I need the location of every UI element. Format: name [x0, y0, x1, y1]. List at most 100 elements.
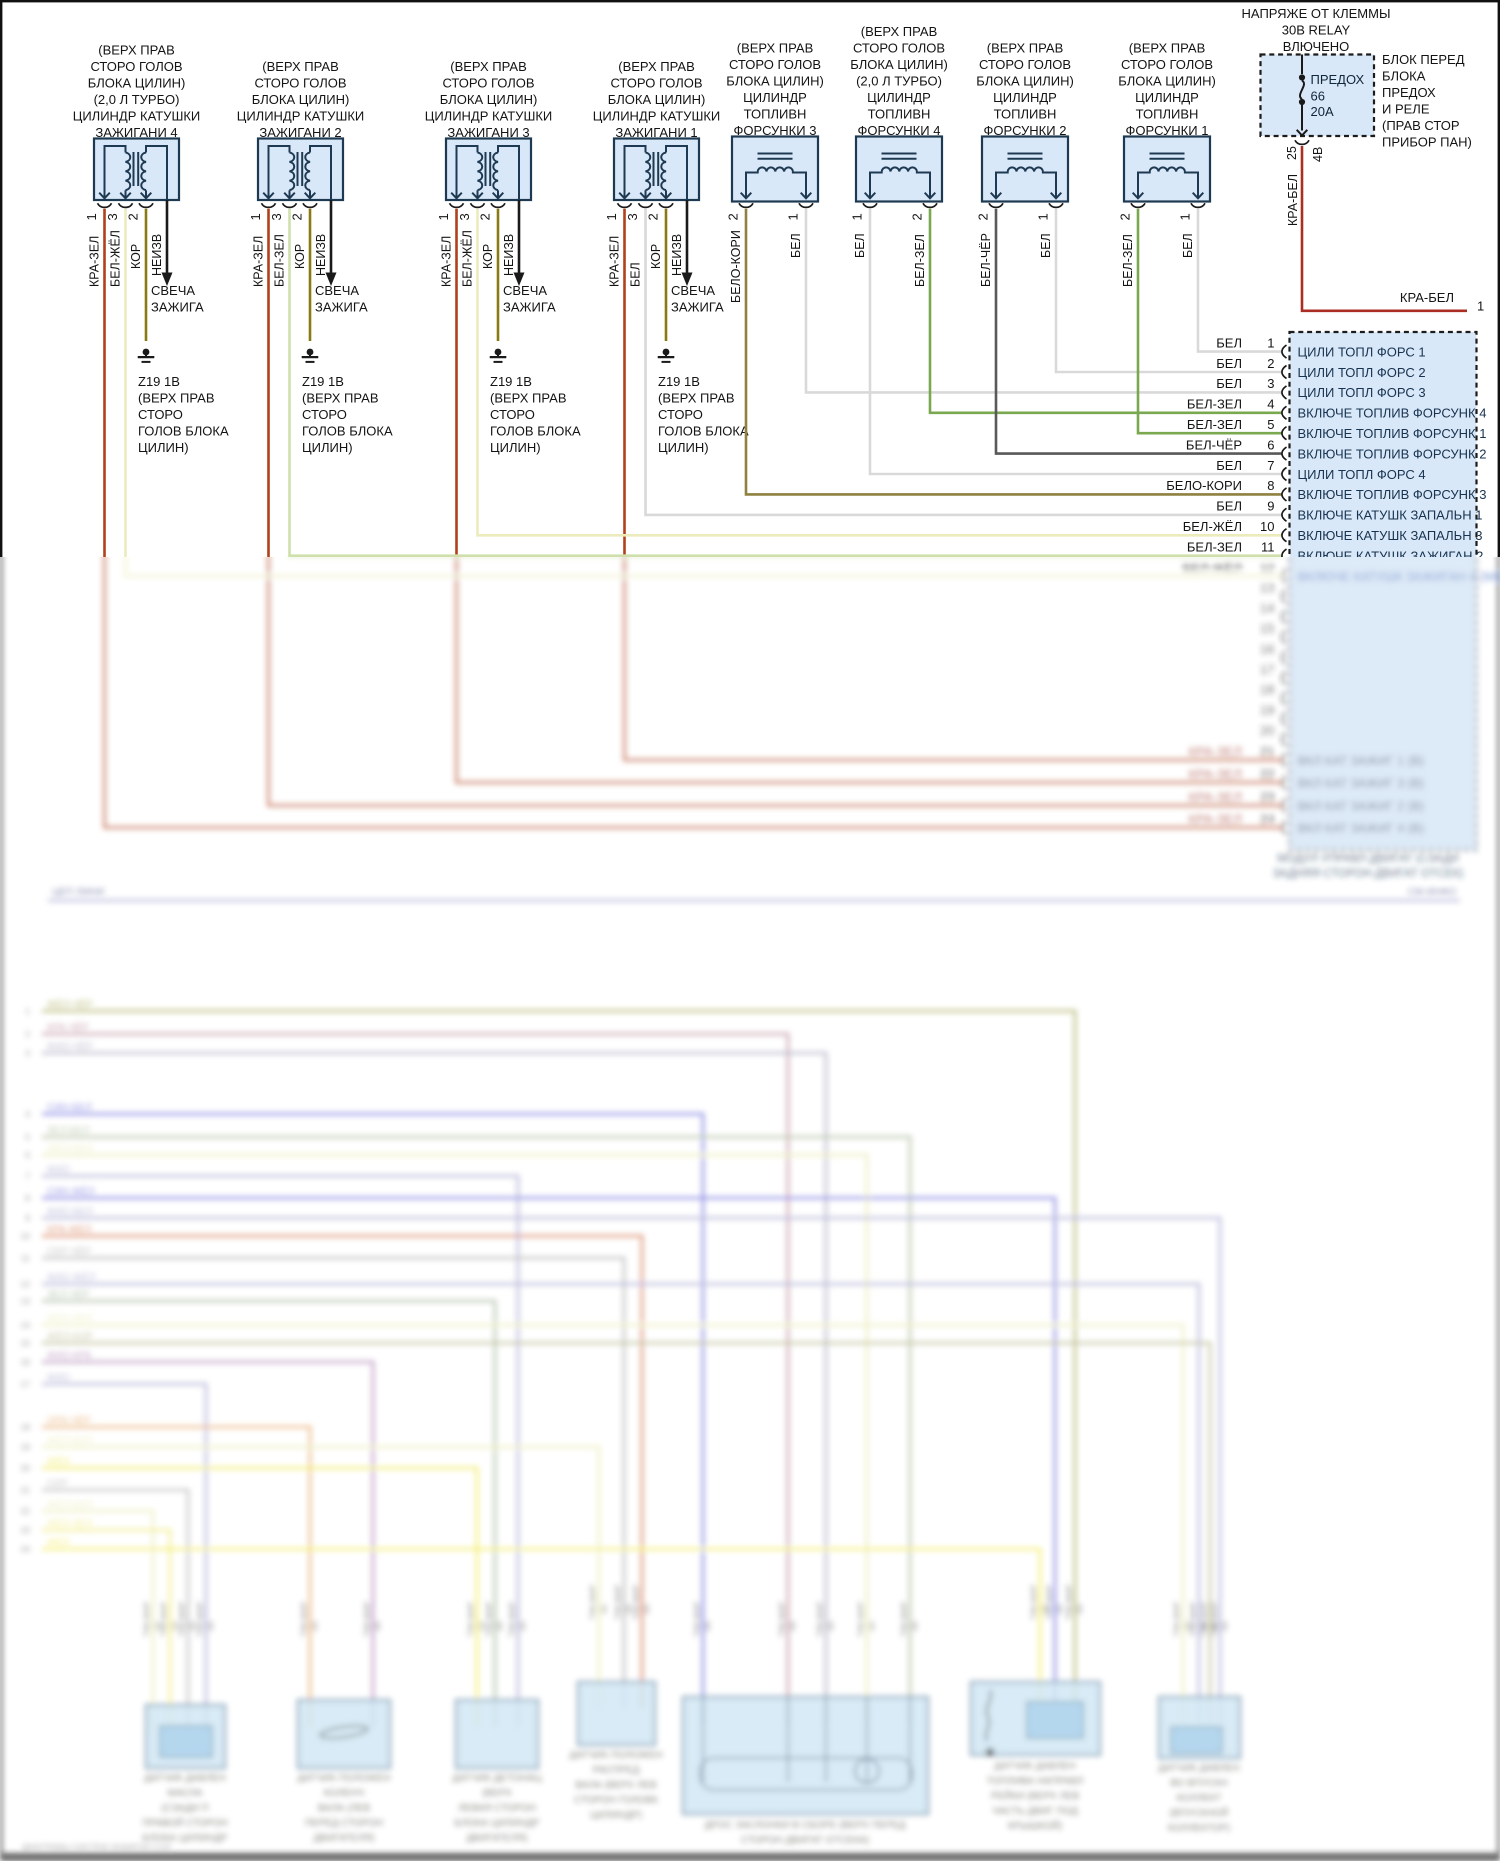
- svg-text:25: 25: [1285, 146, 1299, 160]
- svg-text:ЗАДНЯЯ СТОРОН ДВИГАТ ОТСЕК): ЗАДНЯЯ СТОРОН ДВИГАТ ОТСЕК): [1273, 868, 1464, 880]
- svg-text:БЕЛ-ЖЁЛ: БЕЛ-ЖЁЛ: [1183, 519, 1242, 534]
- svg-text:ВВ: ВВ: [599, 1604, 608, 1614]
- svg-text:РАСПРЕД: РАСПРЕД: [593, 1765, 640, 1776]
- svg-text:БЕЛ-ЖЁЛ: БЕЛ-ЖЁЛ: [461, 230, 475, 287]
- svg-text:ВВ: ВВ: [495, 1621, 504, 1631]
- svg-text:БЛОКА ЦИЛИН): БЛОКА ЦИЛИН): [252, 92, 350, 107]
- svg-text:(ВЕРХ ПРАВ: (ВЕРХ ПРАВ: [98, 43, 175, 58]
- svg-text:3: 3: [457, 213, 472, 220]
- svg-text:3: 3: [269, 213, 284, 220]
- svg-text:БЕЛО-КОРИ: БЕЛО-КОРИ: [729, 230, 743, 303]
- svg-text:ГОЛОВ БЛОКА: ГОЛОВ БЛОКА: [490, 424, 581, 439]
- svg-text:БЛОКА ЦИЛИН): БЛОКА ЦИЛИН): [88, 76, 186, 91]
- svg-text:МОДУЛ УПРАВЛ ДВИГАТ (СЗАДИ: МОДУЛ УПРАВЛ ДВИГАТ (СЗАДИ: [1277, 853, 1459, 865]
- svg-text:ТАБ-МАР: ТАБ-МАР: [160, 1602, 169, 1637]
- svg-text:ЖЁЛ-ЧЁР: ЖЁЛ-ЧЁР: [47, 999, 93, 1011]
- svg-text:ТАБ-МАР: ТАБ-МАР: [693, 1602, 702, 1637]
- svg-text:ФИО-КРА: ФИО-КРА: [47, 1351, 92, 1362]
- svg-text:НЕИЗВ: НЕИЗВ: [670, 234, 684, 276]
- svg-text:ТАБ-МАР: ТАБ-МАР: [508, 1602, 517, 1637]
- svg-text:КОЛЕНЧ: КОЛЕНЧ: [324, 1788, 365, 1799]
- svg-text:ПРЕДОХ: ПРЕДОХ: [1311, 72, 1365, 87]
- svg-text:ВВ: ВВ: [703, 1621, 712, 1631]
- svg-text:4: 4: [1267, 397, 1274, 412]
- svg-text:СТОРО ГОЛОВ: СТОРО ГОЛОВ: [979, 57, 1071, 72]
- svg-text:ПРЕДОХ: ПРЕДОХ: [1382, 85, 1436, 100]
- svg-text:ТОПЛИВН: ТОПЛИВН: [994, 107, 1057, 122]
- svg-text:БЕЛ: БЕЛ: [1216, 335, 1242, 350]
- svg-text:ЖЁЛ-ЗЕЛ: ЖЁЛ-ЗЕЛ: [47, 1518, 92, 1530]
- svg-text:(2,0 Л ТУРБО): (2,0 Л ТУРБО): [94, 92, 180, 107]
- svg-text:ПРАВОЙ СТОРОН: ПРАВОЙ СТОРОН: [142, 1816, 228, 1829]
- svg-text:ДАТЧИК ДАВЛЕН: ДАТЧИК ДАВЛЕН: [994, 1761, 1076, 1772]
- svg-text:(СЗАДИ П: (СЗАДИ П: [161, 1803, 208, 1814]
- svg-text:ТАБ-МАР: ТАБ-МАР: [1173, 1602, 1182, 1637]
- svg-text:ТАБ-МАР: ТАБ-МАР: [143, 1602, 152, 1637]
- svg-text:СВЕЧА: СВЕЧА: [315, 283, 359, 298]
- svg-text:1: 1: [604, 213, 619, 220]
- svg-text:13: 13: [21, 1296, 31, 1306]
- svg-text:(ВЕРХ ПРАВ: (ВЕРХ ПРАВ: [262, 59, 339, 74]
- svg-text:(ВЕРХ ПРАВ: (ВЕРХ ПРАВ: [618, 59, 695, 74]
- svg-text:ЦИЛИНДР КАТУШКИ: ЦИЛИНДР КАТУШКИ: [593, 109, 721, 124]
- svg-text:24: 24: [21, 1544, 31, 1554]
- svg-text:(2,0 Л ТУРБО): (2,0 Л ТУРБО): [856, 74, 942, 89]
- svg-text:3: 3: [625, 213, 640, 220]
- svg-text:СТОРО ГОЛОВ: СТОРО ГОЛОВ: [610, 76, 702, 91]
- svg-text:1: 1: [248, 213, 263, 220]
- svg-text:ЖЁЛ-БЕЛ: ЖЁЛ-БЕЛ: [47, 1499, 93, 1511]
- svg-text:КРА-ЗЕЛ: КРА-ЗЕЛ: [608, 236, 622, 287]
- svg-text:РЕЙКИ (ВЕРХ ЛЕВ: РЕЙКИ (ВЕРХ ЛЕВ: [991, 1789, 1080, 1802]
- svg-text:8: 8: [25, 1193, 30, 1203]
- svg-text:4: 4: [25, 1109, 30, 1119]
- svg-text:ЗАЖИГА: ЗАЖИГА: [315, 300, 368, 315]
- svg-text:1: 1: [25, 1006, 30, 1016]
- svg-text:БЛОКА ЦИЛИН): БЛОКА ЦИЛИН): [1118, 74, 1216, 89]
- svg-text:ТАБ-МАР: ТАБ-МАР: [816, 1602, 825, 1637]
- svg-text:ВКЛЮЧЕ КАТУШК ЗАПАЛЬН 3: ВКЛЮЧЕ КАТУШК ЗАПАЛЬН 3: [1298, 528, 1483, 543]
- svg-text:КРА-ЗЕЛ: КРА-ЗЕЛ: [1189, 766, 1242, 781]
- svg-text:БЕЛ: БЕЛ: [1216, 376, 1242, 391]
- svg-text:2: 2: [726, 213, 741, 220]
- svg-text:20: 20: [1260, 723, 1274, 738]
- svg-text:ЖЁЛ-ЗЕЛ: ЖЁЛ-ЗЕЛ: [47, 1313, 92, 1325]
- svg-text:ТАБ-МАР: ТАБ-МАР: [1045, 1585, 1054, 1620]
- svg-text:ВКЛЮЧЕ ТОПЛИВ ФОРСУНК 2: ВКЛЮЧЕ ТОПЛИВ ФОРСУНК 2: [1298, 446, 1487, 461]
- svg-text:ВВ: ВВ: [788, 1621, 797, 1631]
- svg-text:ВАЛА (ВЕРХ ЛЕВ: ВАЛА (ВЕРХ ЛЕВ: [575, 1780, 657, 1791]
- svg-text:ВВ: ВВ: [518, 1621, 527, 1631]
- svg-text:(ВЕРХ: (ВЕРХ: [482, 1788, 512, 1799]
- svg-text:КРА-ЗЕЛ: КРА-ЗЕЛ: [1189, 789, 1242, 804]
- svg-text:ОРА-ЧЁР: ОРА-ЧЁР: [47, 1415, 91, 1427]
- svg-text:ЖЁЛ: ЖЁЛ: [47, 1456, 69, 1468]
- svg-text:Z19 1В: Z19 1В: [658, 374, 700, 389]
- svg-text:ДВИГАТЕЛЯ): ДВИГАТЕЛЯ): [466, 1833, 527, 1844]
- svg-text:ВВ: ВВ: [1183, 1621, 1192, 1631]
- svg-text:ФИО: ФИО: [47, 1165, 70, 1176]
- svg-text:ЖЁЛ-БЕЛ: ЖЁЛ-БЕЛ: [47, 1143, 93, 1155]
- svg-text:СЕР-ЧЁР: СЕР-ЧЁР: [47, 1246, 91, 1258]
- svg-text:СВЕЧА: СВЕЧА: [151, 283, 195, 298]
- svg-text:СТОРО ГОЛОВ: СТОРО ГОЛОВ: [90, 59, 182, 74]
- svg-text:1: 1: [436, 213, 451, 220]
- svg-text:21: 21: [1260, 744, 1274, 759]
- svg-text:ВКЛЮЧЕ КАТУШК ЗАЖИГАН 2: ВКЛЮЧЕ КАТУШК ЗАЖИГАН 2: [1298, 548, 1484, 563]
- svg-text:ВКЛЮЧЕ ТОПЛИВ ФОРСУНК 3: ВКЛЮЧЕ ТОПЛИВ ФОРСУНК 3: [1298, 487, 1487, 502]
- svg-text:СТОРО: СТОРО: [658, 407, 703, 422]
- svg-text:ФОРСУНКИ 3: ФОРСУНКИ 3: [734, 123, 817, 138]
- svg-text:22: 22: [1260, 766, 1274, 781]
- svg-text:КРА-ЗЕЛ: КРА-ЗЕЛ: [88, 236, 102, 287]
- svg-text:БЛОКА ЦИЛИН): БЛОКА ЦИЛИН): [976, 74, 1074, 89]
- svg-text:ТАБ-МАР: ТАБ-МАР: [1030, 1585, 1039, 1620]
- svg-text:12: 12: [21, 1279, 31, 1289]
- svg-text:БЕЛ-ЗЕЛ: БЕЛ-ЗЕЛ: [913, 234, 927, 287]
- svg-text:БЕЛ: БЕЛ: [1216, 458, 1242, 473]
- svg-text:БЕЛ: БЕЛ: [1039, 233, 1053, 258]
- svg-text:2: 2: [910, 213, 925, 220]
- svg-text:ЦИЛИ ТОПЛ ФОРС 2: ЦИЛИ ТОПЛ ФОРС 2: [1298, 365, 1426, 380]
- svg-text:ЗЕЛ-ЧЁР: ЗЕЛ-ЧЁР: [47, 1289, 90, 1301]
- svg-text:КРА-БЕЛ: КРА-БЕЛ: [1400, 290, 1454, 305]
- svg-text:ВВ: ВВ: [642, 1604, 651, 1614]
- svg-text:ФИО-БЕЛ: ФИО-БЕЛ: [47, 1207, 93, 1218]
- svg-text:ВВ: ВВ: [1055, 1604, 1064, 1614]
